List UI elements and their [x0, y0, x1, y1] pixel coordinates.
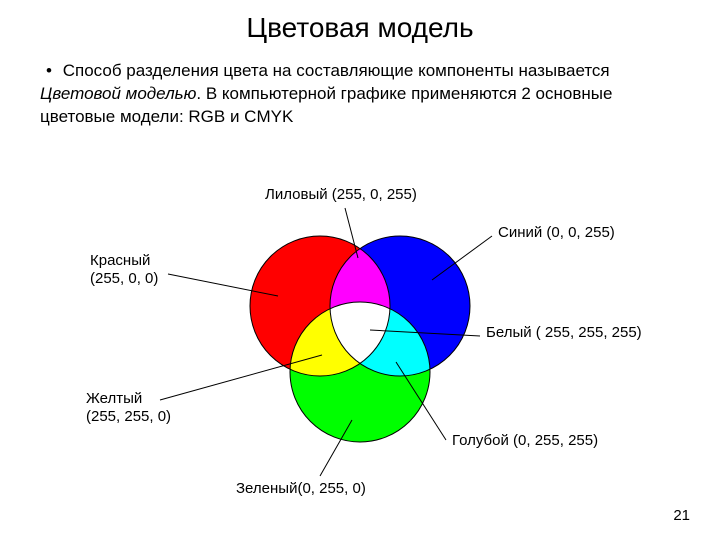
page-number: 21 — [673, 507, 690, 524]
label-green: Зеленый(0, 255, 0) — [236, 480, 366, 498]
label-blue: Синий (0, 0, 255) — [498, 224, 615, 242]
venn-diagram: Лиловый (255, 0, 255) Красный (255, 0, 0)… — [0, 180, 720, 520]
label-cyan: Голубой (0, 255, 255) — [452, 432, 598, 450]
page-title: Цветовая модель — [0, 0, 720, 44]
label-red: Красный (255, 0, 0) — [90, 252, 158, 288]
label-white: Белый ( 255, 255, 255) — [486, 324, 642, 342]
bullet-marker: • — [40, 60, 58, 83]
bullet-italic: Цветовой моделью — [40, 84, 196, 103]
bullet-pre: Способ разделения цвета на составляющие … — [63, 61, 610, 80]
label-magenta: Лиловый (255, 0, 255) — [265, 186, 417, 204]
label-yellow: Желтый (255, 255, 0) — [86, 390, 171, 426]
bullet-text: • Способ разделения цвета на составляющи… — [0, 44, 720, 129]
